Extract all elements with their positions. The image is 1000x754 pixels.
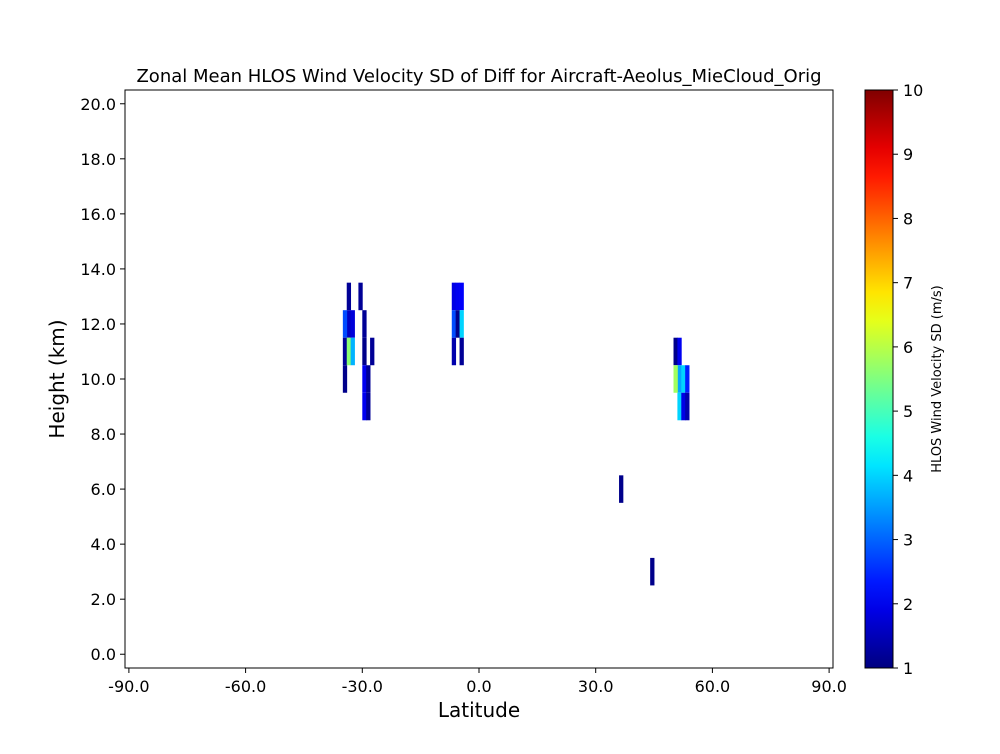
- heatmap-cell: [451, 282, 457, 311]
- heatmap-cell: [677, 392, 682, 421]
- colorbar-tick-label: 7: [903, 274, 913, 293]
- y-tick-label: 6.0: [91, 480, 116, 499]
- heatmap-cell: [346, 282, 352, 311]
- y-tick-label: 0.0: [91, 645, 116, 664]
- heatmap-cell: [350, 337, 355, 366]
- colorbar-tick-label: 6: [903, 338, 913, 357]
- heatmap-cell: [362, 392, 367, 421]
- heatmap-cell: [459, 310, 464, 338]
- y-tick-label: 4.0: [91, 535, 116, 554]
- heatmap-cell: [650, 557, 655, 586]
- heatmap-cell: [673, 365, 678, 393]
- heatmap-cell: [681, 365, 686, 393]
- heatmap-cell: [673, 337, 678, 366]
- colorbar-tick-label: 9: [903, 145, 913, 164]
- y-tick-label: 8.0: [91, 425, 116, 444]
- heatmap-cell: [619, 475, 624, 503]
- colorbar-tick-label: 8: [903, 209, 913, 228]
- x-tick-label: 0.0: [466, 677, 491, 696]
- heatmap-cell: [455, 282, 460, 311]
- y-tick-label: 14.0: [80, 260, 116, 279]
- colorbar-tick-label: 4: [903, 466, 913, 485]
- y-tick-label: 18.0: [80, 150, 116, 169]
- heatmap-cell: [451, 310, 457, 338]
- heatmap-cell: [342, 365, 348, 393]
- heatmap-cell: [685, 365, 690, 393]
- colorbar-tick-label: 10: [903, 81, 923, 100]
- heatmap-cell: [362, 310, 367, 338]
- heatmap-cell: [366, 365, 371, 393]
- plot-area-frame: [124, 89, 834, 669]
- y-tick-label: 20.0: [80, 95, 116, 114]
- heatmap-cell: [677, 337, 682, 366]
- heatmap-cell: [451, 337, 457, 366]
- y-tick-label: 16.0: [80, 205, 116, 224]
- heatmap-cell: [459, 337, 464, 366]
- heatmap-cell: [358, 282, 363, 311]
- x-axis-label: Latitude: [438, 698, 520, 722]
- heatmap-cell: [370, 337, 375, 366]
- heatmap-cell: [342, 337, 348, 366]
- colorbar-label: HLOS Wind Velocity SD (m/s): [930, 285, 945, 472]
- colorbar-ticks: 1 2 3 4 5 6 7 8 9 10: [893, 81, 923, 678]
- x-tick-label: 30.0: [578, 677, 614, 696]
- heatmap-cell: [677, 365, 682, 393]
- x-axis-ticks: -90.0 -60.0 -30.0 0.0 30.0 60.0 90.0: [108, 668, 847, 696]
- x-tick-label: -90.0: [108, 677, 149, 696]
- colorbar-tick-label: 2: [903, 595, 913, 614]
- colorbar: [864, 89, 894, 669]
- colorbar-tick-label: 5: [903, 402, 913, 421]
- heatmap-cell: [685, 392, 690, 421]
- x-tick-label: -60.0: [225, 677, 266, 696]
- colorbar-tick-label: 3: [903, 531, 913, 550]
- y-tick-label: 12.0: [80, 315, 116, 334]
- x-tick-label: -30.0: [342, 677, 383, 696]
- heatmap-cell: [459, 282, 464, 311]
- y-axis-ticks: 0.0 2.0 4.0 6.0 8.0 10.0 12.0 14.0 16.0 18.0 20.0: [80, 95, 125, 664]
- heatmap-cell: [342, 310, 348, 338]
- heatmap-cell: [366, 392, 371, 421]
- heatmap-cell: [362, 337, 367, 366]
- heatmap-cell: [455, 310, 460, 338]
- chart-title: Zonal Mean HLOS Wind Velocity SD of Diff…: [136, 66, 821, 87]
- colorbar-tick-label: 1: [903, 659, 913, 678]
- y-tick-label: 10.0: [80, 370, 116, 389]
- heatmap-cells: [342, 282, 690, 586]
- heatmap-cell: [350, 310, 355, 338]
- heatmap-cell: [346, 337, 352, 366]
- heatmap-cell: [681, 392, 686, 421]
- x-tick-label: 90.0: [811, 677, 847, 696]
- y-axis-label: Height (km): [45, 319, 69, 438]
- heatmap-cell: [346, 310, 352, 338]
- heatmap-cell: [362, 365, 367, 393]
- x-tick-label: 60.0: [695, 677, 731, 696]
- y-tick-label: 2.0: [91, 590, 116, 609]
